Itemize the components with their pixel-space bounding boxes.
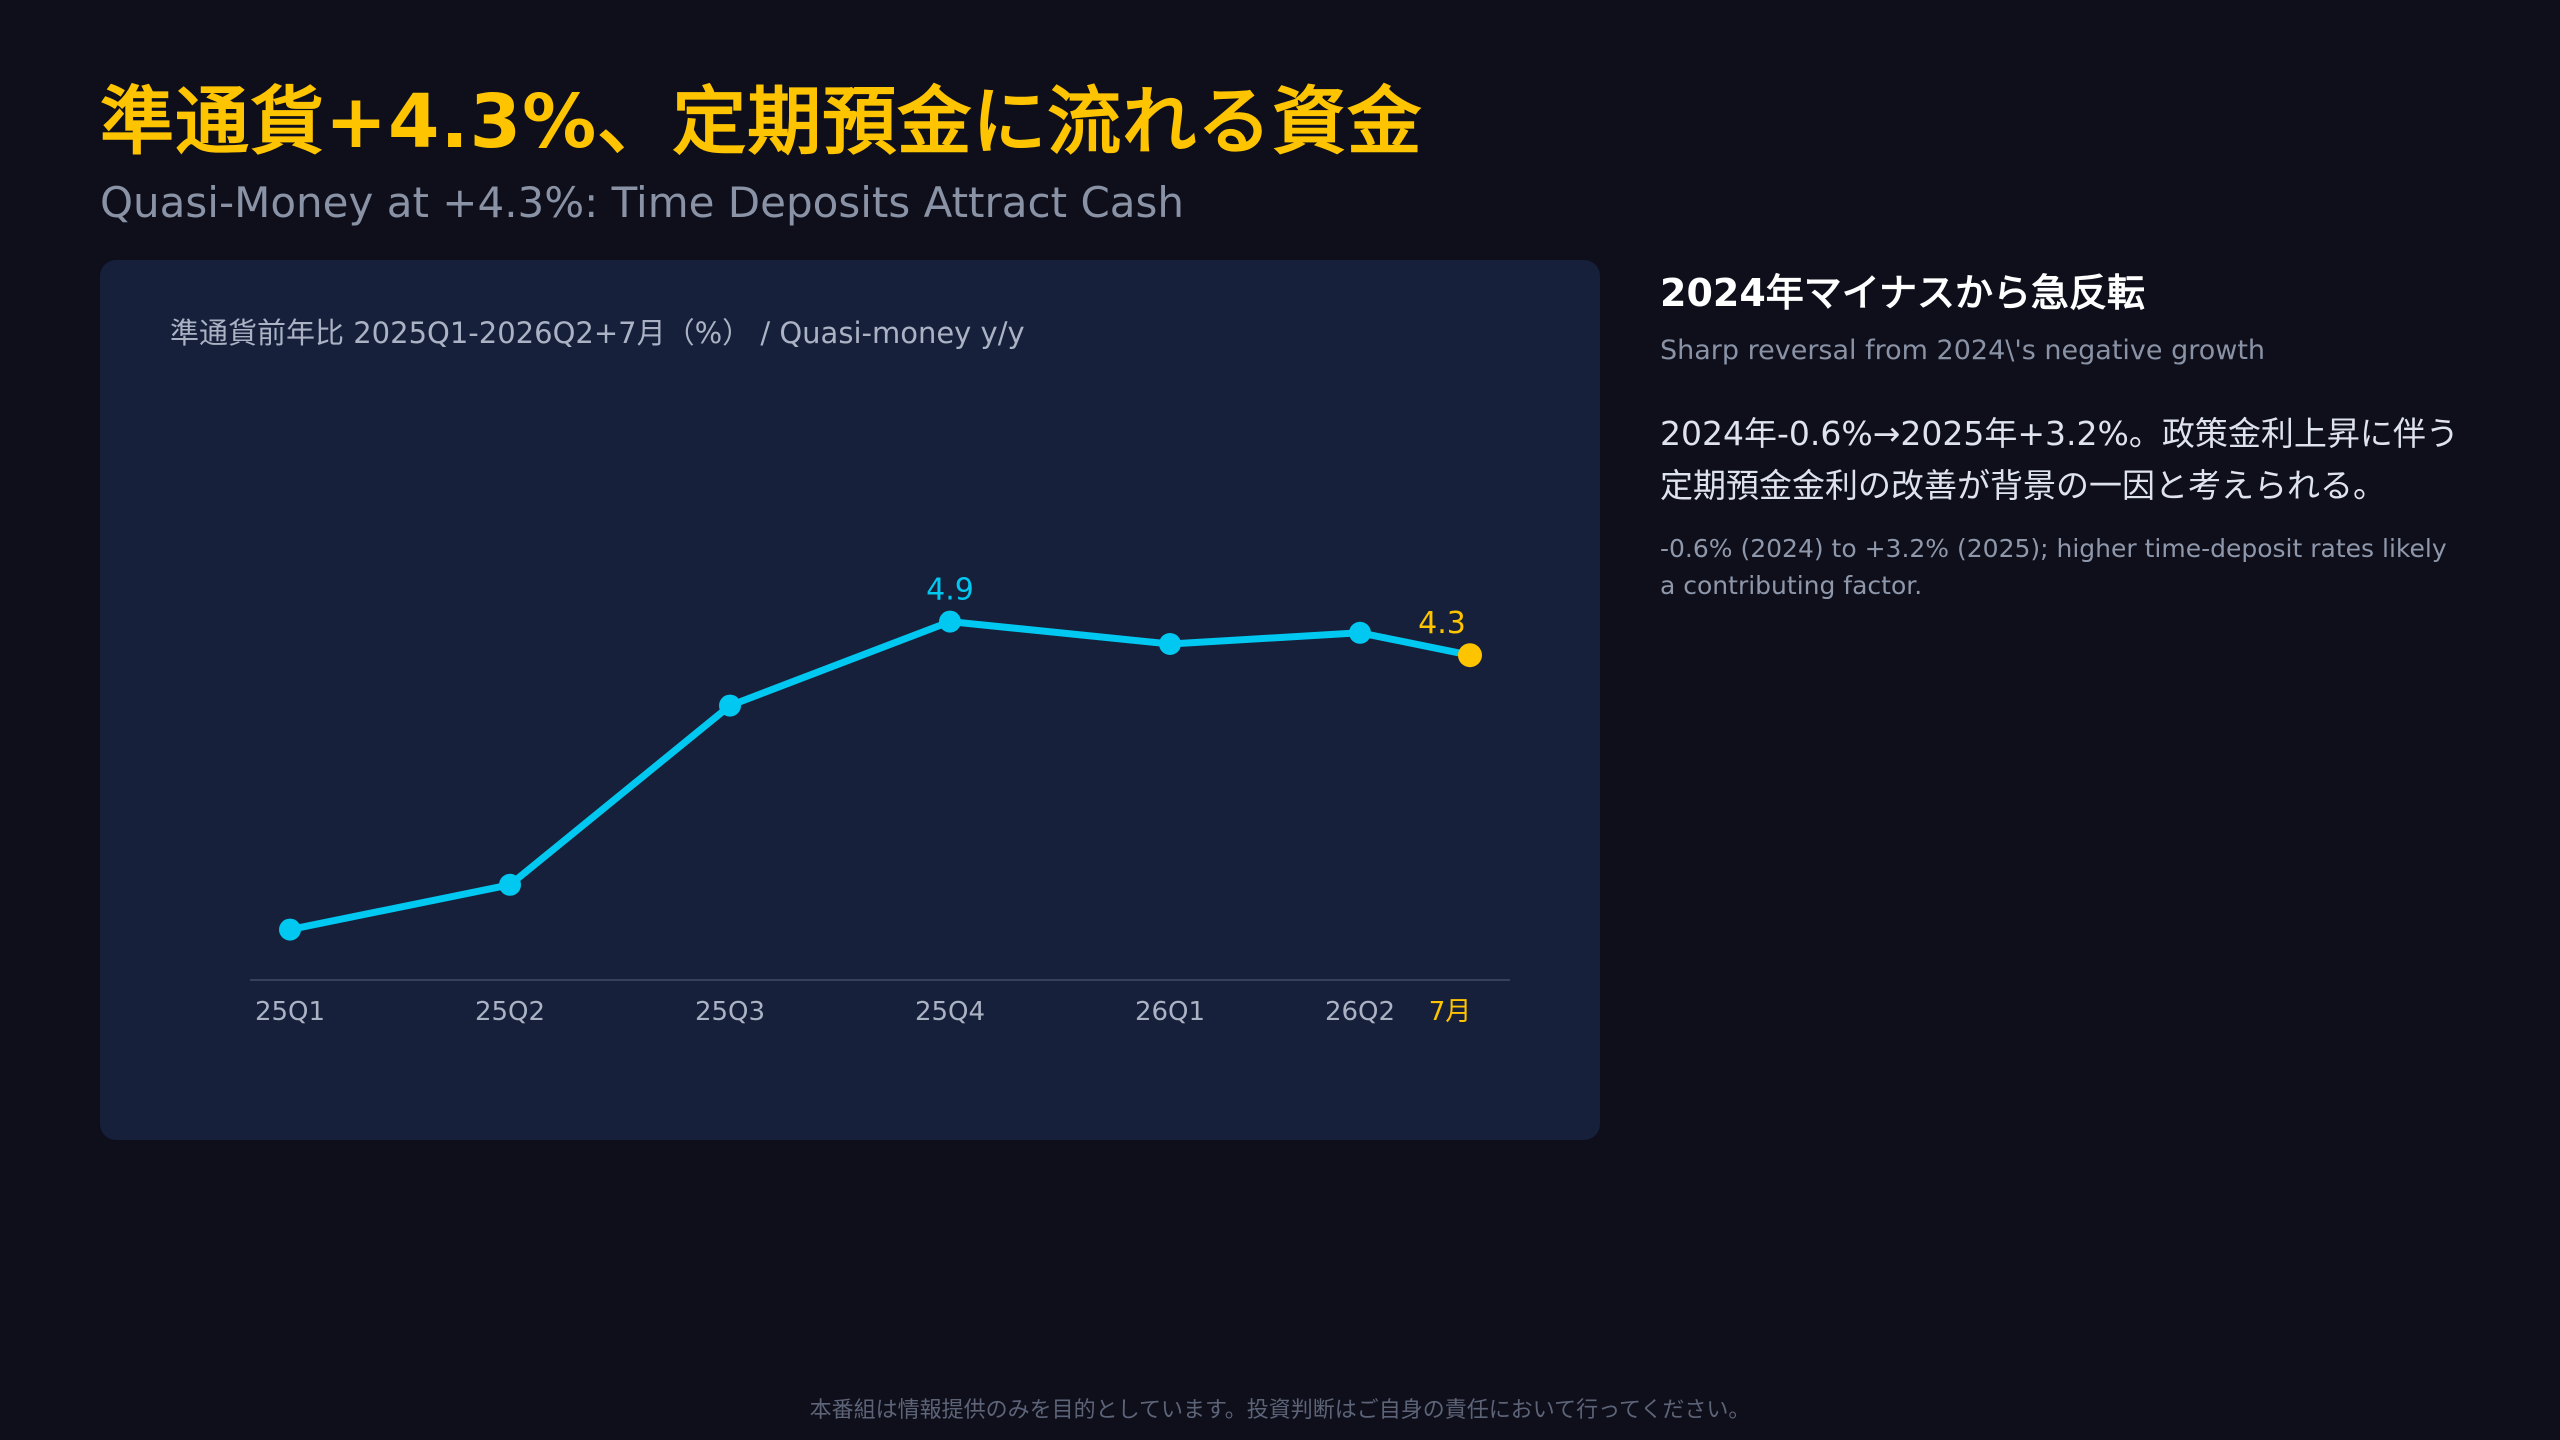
data-point xyxy=(719,694,741,717)
data-point xyxy=(1349,621,1371,644)
x-tick-label: 25Q3 xyxy=(695,997,765,1027)
page-subtitle: Quasi-Money at +4.3%: Time Deposits Attr… xyxy=(100,178,1185,227)
data-point-highlight xyxy=(1458,643,1482,668)
data-label: 4.3 xyxy=(1418,606,1466,641)
insight-body: 2024年-0.6%→2025年+3.2%。政策金利上昇に伴う定期預金金利の改善… xyxy=(1660,414,2459,505)
data-point xyxy=(1159,633,1181,655)
insight-panel: 2024年マイナスから急反転 Sharp reversal from 2024\… xyxy=(1660,262,2460,604)
chart-caption: 準通貨前年比 2025Q1-2026Q2+7月（%） / Quasi-money… xyxy=(170,316,1025,350)
line-chart: 4.9 4.3 25Q1 25Q2 25Q3 25Q4 26Q1 26Q2 7月 xyxy=(250,573,1510,1027)
x-tick-label: 25Q1 xyxy=(255,997,325,1027)
data-point xyxy=(939,610,961,633)
series-line xyxy=(286,618,1474,934)
chart-card: 準通貨前年比 2025Q1-2026Q2+7月（%） / Quasi-money… xyxy=(100,260,1600,1140)
insight-note: -0.6% (2024) to +3.2% (2025); higher tim… xyxy=(1660,534,2447,600)
insight-subheading: Sharp reversal from 2024\'s negative gro… xyxy=(1660,335,2266,366)
x-tick-label: 26Q2 xyxy=(1325,997,1395,1027)
x-tick-label: 26Q1 xyxy=(1135,997,1205,1027)
insight-heading: 2024年マイナスから急反転 xyxy=(1660,271,2146,315)
data-point xyxy=(279,918,301,941)
x-tick-label: 25Q2 xyxy=(475,997,545,1027)
x-tick-label: 25Q4 xyxy=(915,997,985,1027)
page-title: 準通貨+4.3%、定期預金に流れる資金 xyxy=(100,79,1423,165)
footer-disclaimer: 本番組は情報提供のみを目的としています。投資判断はご自身の責任において行ってくだ… xyxy=(809,1398,1751,1423)
data-point xyxy=(499,873,521,896)
data-label: 4.9 xyxy=(926,573,974,608)
x-tick-label: 7月 xyxy=(1429,997,1472,1027)
